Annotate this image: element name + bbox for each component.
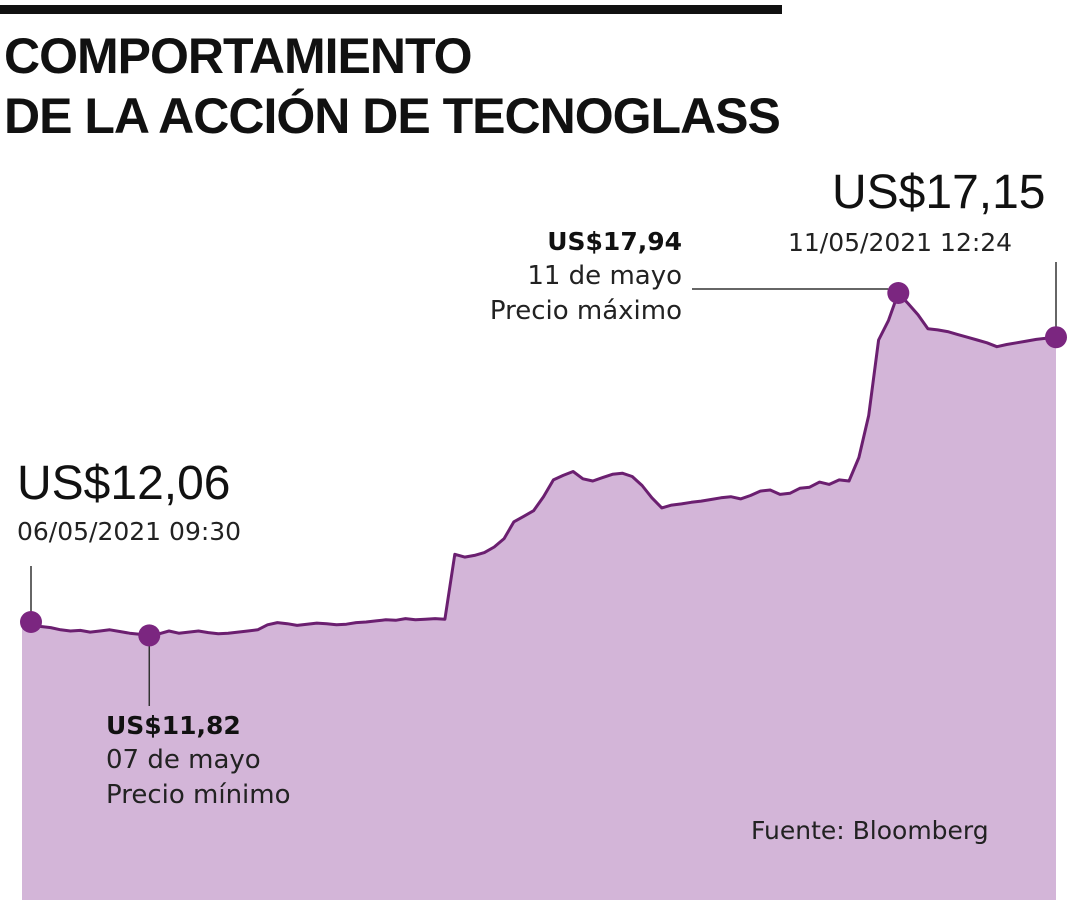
chart-title-line-1: COMPORTAMIENTO — [4, 28, 472, 84]
callout-markers — [20, 282, 1067, 647]
start-price-value: US$12,06 — [17, 457, 231, 510]
max-price-annotation: US$17,94 11 de mayo Precio máximo — [490, 224, 682, 329]
max-point-marker — [887, 282, 910, 304]
min-price-value: US$11,82 — [106, 711, 241, 740]
min-price-annotation: US$11,82 07 de mayo Precio mínimo — [106, 708, 291, 813]
min-price-label: Precio mínimo — [106, 780, 291, 810]
price-series-line — [30, 291, 1057, 637]
max-price-label: Precio máximo — [489, 296, 682, 326]
end-price-value: US$17,15 — [832, 166, 1046, 219]
min-price-date: 07 de mayo — [106, 745, 261, 775]
max-price-date: 11 de mayo — [527, 261, 682, 291]
min-point-marker — [138, 624, 161, 647]
chart-title: COMPORTAMIENTO DE LA ACCIÓN DE TECNOGLAS… — [4, 26, 781, 146]
price-area-fill — [22, 293, 1056, 900]
end-point-marker — [1045, 326, 1067, 349]
end-price-timestamp: 11/05/2021 12:24 — [788, 228, 1013, 257]
top-rule — [0, 5, 782, 14]
start-point-marker — [20, 611, 42, 633]
start-price-timestamp: 06/05/2021 09:30 — [17, 517, 242, 546]
source-note: Fuente: Bloomberg — [751, 816, 989, 845]
max-price-value: US$17,94 — [547, 227, 682, 256]
callout-leader-lines — [30, 262, 1057, 706]
chart-title-line-2: DE LA ACCIÓN DE TECNOGLASS — [4, 88, 781, 144]
